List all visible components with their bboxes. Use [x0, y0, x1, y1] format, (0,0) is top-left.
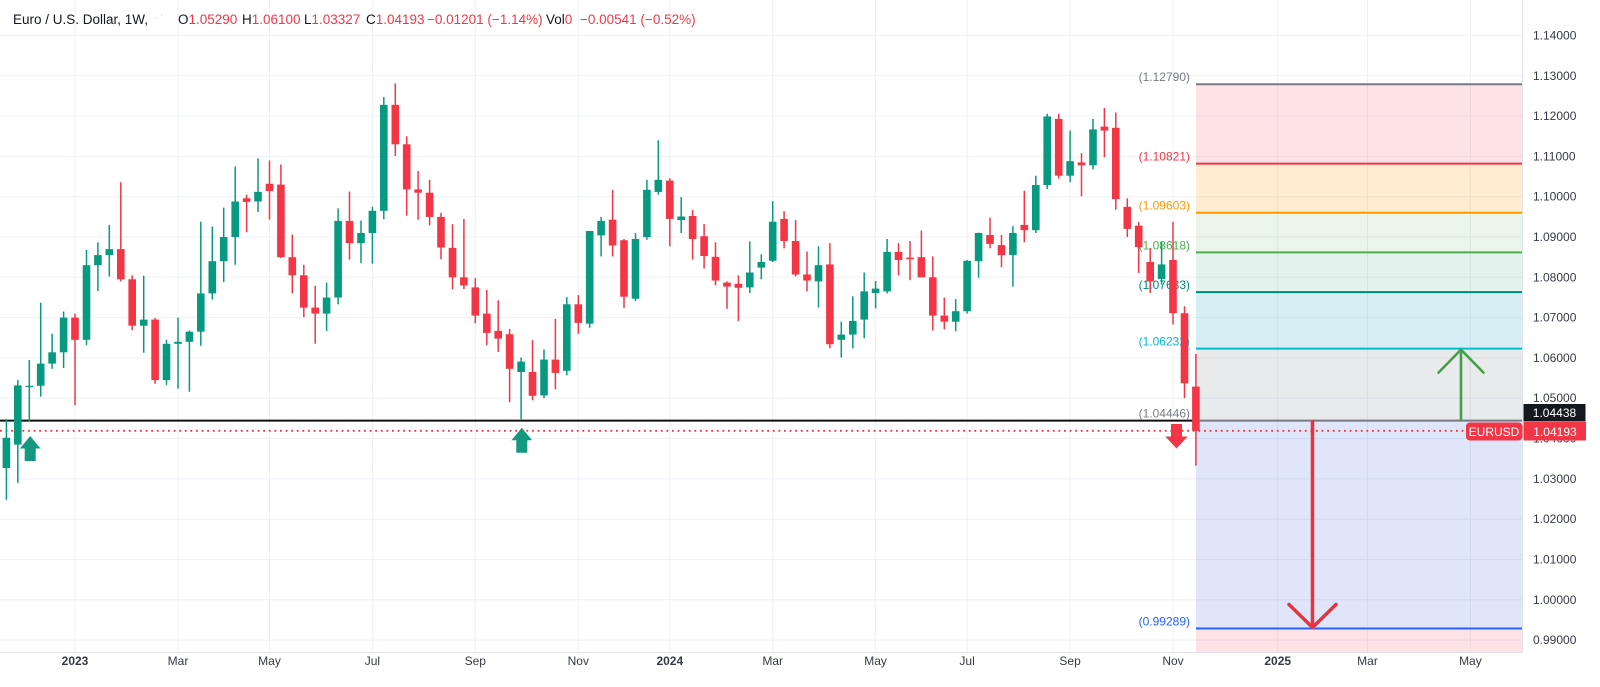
svg-text:(1.12790): (1.12790): [1139, 70, 1190, 84]
svg-text:1.03000: 1.03000: [1533, 472, 1577, 486]
svg-text:1.13000: 1.13000: [1533, 69, 1577, 83]
svg-text:EURUSD: EURUSD: [1469, 425, 1520, 439]
svg-text:1.09000: 1.09000: [1533, 230, 1577, 244]
svg-text:O1.05290: O1.05290: [178, 12, 237, 27]
svg-text:1.11000: 1.11000: [1533, 149, 1576, 163]
svg-text:L1.03327: L1.03327: [304, 12, 360, 27]
svg-text:0.99000: 0.99000: [1533, 633, 1577, 647]
svg-text:2025: 2025: [1264, 654, 1291, 668]
svg-text:1.00000: 1.00000: [1533, 593, 1577, 607]
svg-text:1.10000: 1.10000: [1533, 190, 1577, 204]
svg-text:1.04438: 1.04438: [1533, 406, 1577, 420]
svg-text:(1.07633): (1.07633): [1139, 278, 1190, 292]
svg-text:1.08000: 1.08000: [1533, 270, 1577, 284]
svg-text:2024: 2024: [656, 654, 683, 668]
svg-text:1.06000: 1.06000: [1533, 351, 1577, 365]
svg-text:1.07000: 1.07000: [1533, 311, 1577, 325]
svg-text:1.05000: 1.05000: [1533, 391, 1577, 405]
svg-text:−0.01201 (−1.14%): −0.01201 (−1.14%): [427, 12, 543, 27]
svg-text:May: May: [864, 654, 887, 668]
svg-text:(1.09603): (1.09603): [1139, 199, 1190, 213]
svg-text:Nov: Nov: [568, 654, 589, 668]
svg-text:1.01000: 1.01000: [1533, 553, 1577, 567]
svg-text:Jul: Jul: [365, 654, 380, 668]
svg-text:1.14000: 1.14000: [1533, 29, 1577, 43]
svg-text:(1.10821): (1.10821): [1139, 150, 1190, 164]
svg-text:Sep: Sep: [465, 654, 487, 668]
svg-text:· ´: · ´: [155, 13, 164, 23]
svg-text:Sep: Sep: [1059, 654, 1081, 668]
svg-text:1.02000: 1.02000: [1533, 512, 1577, 526]
svg-text:May: May: [1459, 654, 1482, 668]
svg-text:2023: 2023: [62, 654, 89, 668]
svg-text:May: May: [258, 654, 281, 668]
svg-text:(1.04446): (1.04446): [1139, 407, 1190, 421]
svg-text:Euro / U.S. Dollar, 1W,: Euro / U.S. Dollar, 1W,: [13, 12, 148, 27]
svg-text:Jul: Jul: [959, 654, 974, 668]
svg-text:(1.08618): (1.08618): [1139, 238, 1190, 252]
svg-text:C1.04193: C1.04193: [366, 12, 425, 27]
svg-text:(0.99289): (0.99289): [1139, 615, 1190, 629]
svg-text:Nov: Nov: [1162, 654, 1183, 668]
svg-text:H1.06100: H1.06100: [242, 12, 301, 27]
svg-text:1.04193: 1.04193: [1533, 425, 1577, 439]
svg-text:Mar: Mar: [1357, 654, 1378, 668]
svg-text:Mar: Mar: [168, 654, 189, 668]
svg-text:Mar: Mar: [762, 654, 783, 668]
svg-text:Vol0: Vol0: [546, 12, 572, 27]
svg-text:−0.00541 (−0.52%): −0.00541 (−0.52%): [580, 12, 696, 27]
svg-text:1.12000: 1.12000: [1533, 109, 1577, 123]
